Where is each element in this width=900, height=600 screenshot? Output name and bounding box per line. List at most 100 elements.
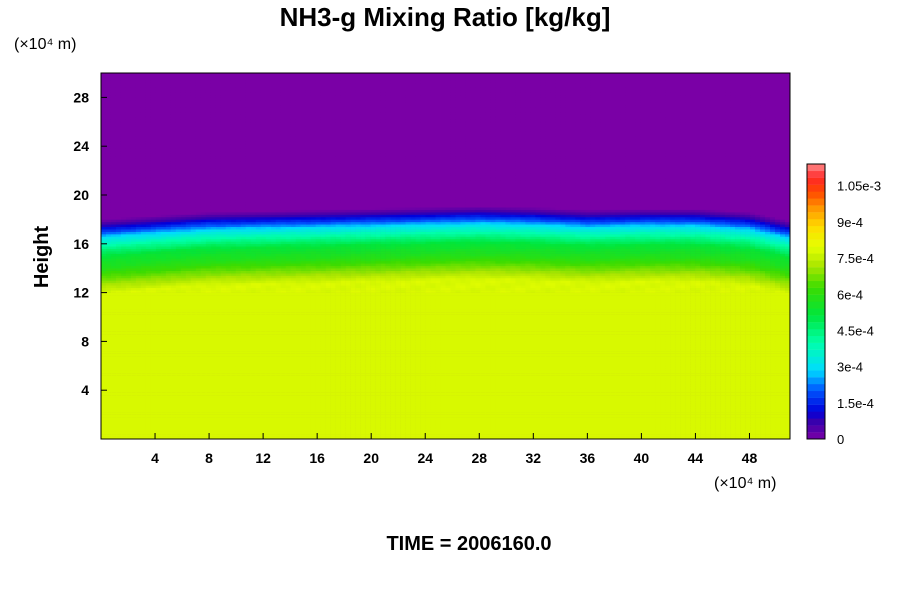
heatmap-cell	[241, 219, 246, 222]
heatmap-cell	[191, 363, 196, 366]
heatmap-cell	[156, 400, 161, 403]
heatmap-cell	[261, 105, 266, 108]
heatmap-cell	[161, 234, 166, 237]
heatmap-cell	[111, 278, 116, 281]
heatmap-cell	[251, 278, 256, 281]
heatmap-cell	[206, 276, 211, 279]
heatmap-cell	[176, 307, 181, 310]
heatmap-cell	[186, 212, 191, 215]
heatmap-cell	[206, 136, 211, 139]
heatmap-cell	[121, 378, 126, 381]
heatmap-cell	[151, 234, 156, 237]
heatmap-cell	[261, 337, 266, 340]
heatmap-cell	[141, 297, 146, 300]
heatmap-cell	[161, 307, 166, 310]
heatmap-cell	[166, 288, 171, 291]
heatmap-cell	[111, 324, 116, 327]
heatmap-cell	[256, 358, 261, 361]
heatmap-cell	[251, 234, 256, 237]
heatmap-cell	[216, 95, 221, 98]
heatmap-cell	[146, 202, 151, 205]
heatmap-cell	[196, 185, 201, 188]
heatmap-cell	[251, 78, 256, 81]
heatmap-cell	[161, 193, 166, 196]
heatmap-cell	[186, 139, 191, 142]
heatmap-cell	[176, 132, 181, 135]
heatmap-cell	[191, 276, 196, 279]
heatmap-cell	[261, 97, 266, 100]
heatmap-cell	[246, 161, 251, 164]
heatmap-cell	[191, 107, 196, 110]
heatmap-cell	[141, 400, 146, 403]
heatmap-cell	[226, 224, 231, 227]
heatmap-cell	[221, 183, 226, 186]
heatmap-cell	[246, 393, 251, 396]
heatmap-cell	[236, 283, 241, 286]
heatmap-cell	[251, 288, 256, 291]
heatmap-cell	[246, 122, 251, 125]
heatmap-cell	[251, 232, 256, 235]
heatmap-cell	[171, 373, 176, 376]
heatmap-cell	[156, 317, 161, 320]
heatmap-cell	[226, 215, 231, 218]
heatmap-cell	[196, 351, 201, 354]
heatmap-cell	[246, 329, 251, 332]
heatmap-cell	[171, 256, 176, 259]
heatmap-cell	[166, 285, 171, 288]
heatmap-cell	[236, 102, 241, 105]
heatmap-cell	[221, 390, 226, 393]
heatmap-cell	[171, 95, 176, 98]
heatmap-cell	[151, 283, 156, 286]
heatmap-cell	[111, 349, 116, 352]
heatmap-cell	[146, 110, 151, 113]
heatmap-cell	[191, 278, 196, 281]
heatmap-cell	[236, 268, 241, 271]
heatmap-cell	[176, 168, 181, 171]
heatmap-cell	[116, 241, 121, 244]
heatmap-cell	[211, 224, 216, 227]
heatmap-cell	[166, 385, 171, 388]
heatmap-cell	[216, 378, 221, 381]
heatmap-cell	[136, 119, 141, 122]
heatmap-cell	[246, 97, 251, 100]
heatmap-cell	[236, 266, 241, 269]
heatmap-cell	[111, 363, 116, 366]
heatmap-cell	[251, 117, 256, 120]
heatmap-cell	[236, 400, 241, 403]
heatmap-cell	[136, 136, 141, 139]
heatmap-cell	[121, 427, 126, 430]
heatmap-cell	[191, 105, 196, 108]
heatmap-cell	[251, 158, 256, 161]
heatmap-cell	[126, 271, 131, 274]
heatmap-cell	[121, 361, 126, 364]
heatmap-cell	[131, 127, 136, 130]
heatmap-cell	[191, 188, 196, 191]
heatmap-cell	[146, 422, 151, 425]
heatmap-cell	[241, 390, 246, 393]
heatmap-cell	[186, 402, 191, 405]
heatmap-cell	[171, 295, 176, 298]
heatmap-cell	[181, 295, 186, 298]
heatmap-cell	[151, 358, 156, 361]
heatmap-cell	[211, 354, 216, 357]
heatmap-cell	[151, 144, 156, 147]
heatmap-cell	[101, 300, 106, 303]
heatmap-cell	[226, 95, 231, 98]
heatmap-cell	[121, 244, 126, 247]
heatmap-cell	[166, 227, 171, 230]
heatmap-cell	[211, 424, 216, 427]
heatmap-cell	[161, 124, 166, 127]
heatmap-cell	[116, 78, 121, 81]
heatmap-cell	[106, 283, 111, 286]
heatmap-cell	[181, 383, 186, 386]
heatmap-cell	[156, 327, 161, 330]
heatmap-cell	[146, 280, 151, 283]
heatmap-cell	[126, 266, 131, 269]
heatmap-cell	[201, 317, 206, 320]
heatmap-cell	[211, 146, 216, 149]
heatmap-cell	[231, 339, 236, 342]
heatmap-cell	[261, 373, 266, 376]
heatmap-cell	[151, 132, 156, 135]
heatmap-cell	[241, 207, 246, 210]
heatmap-cell	[231, 151, 236, 154]
